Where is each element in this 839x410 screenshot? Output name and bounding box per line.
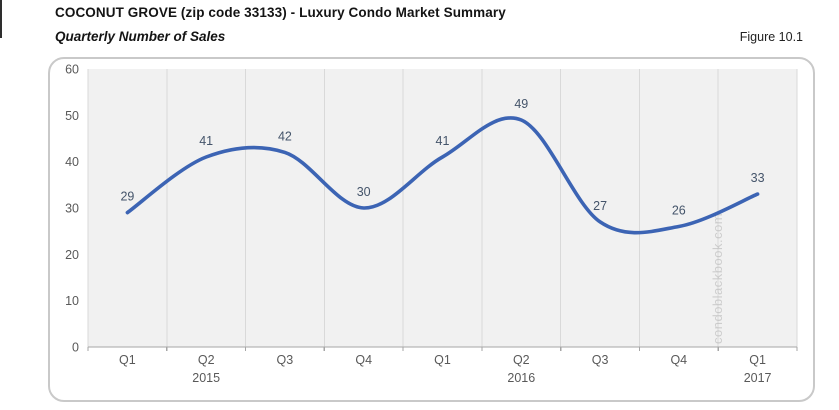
y-axis-label: 20 <box>65 248 79 262</box>
figure-number-label: Figure 10.1 <box>739 30 803 44</box>
subtitle-row: Quarterly Number of Sales Figure 10.1 <box>55 29 803 44</box>
x-axis-label: Q4 <box>355 353 372 367</box>
x-axis-label: Q3 <box>277 353 294 367</box>
data-label: 41 <box>199 134 213 148</box>
data-label: 27 <box>593 199 607 213</box>
chart-card: 0 10 20 30 40 50 60 Q1 Q2 Q3 Q4 Q1 Q2 Q3 Q4 Q1 2015 2016 2… <box>48 57 815 402</box>
window-edge-artifact <box>0 0 2 38</box>
year-label: 2016 <box>507 371 535 385</box>
y-axis-label: 60 <box>65 63 79 77</box>
x-axis-label: Q1 <box>749 353 766 367</box>
x-axis-label: Q1 <box>119 353 136 367</box>
data-label: 33 <box>751 171 765 185</box>
y-axis-label: 30 <box>65 202 79 216</box>
page-title: COCONUT GROVE (zip code 33133) - Luxury … <box>55 5 506 20</box>
y-axis-label: 10 <box>65 294 79 308</box>
x-axis-label: Q1 <box>434 353 451 367</box>
x-axis-label: Q3 <box>592 353 609 367</box>
plot-area <box>88 69 797 347</box>
x-axis-label: Q2 <box>198 353 215 367</box>
quarterly-sales-line-chart: 0 10 20 30 40 50 60 Q1 Q2 Q3 Q4 Q1 Q2 Q3 Q4 Q1 2015 2016 2… <box>65 63 798 385</box>
y-axis-label: 50 <box>65 109 79 123</box>
y-axis-label: 0 <box>72 341 79 355</box>
watermark-text: condoblackbook.com <box>710 213 725 344</box>
chart-subtitle: Quarterly Number of Sales <box>55 29 226 44</box>
y-axis-label: 40 <box>65 155 79 169</box>
sales-line <box>125 116 760 235</box>
year-label: 2015 <box>192 371 220 385</box>
x-axis-label: Q2 <box>513 353 530 367</box>
data-label: 30 <box>357 185 371 199</box>
data-label: 26 <box>672 204 686 218</box>
x-axis-label: Q4 <box>670 353 687 367</box>
year-label: 2017 <box>744 371 772 385</box>
data-label: 29 <box>120 190 134 204</box>
data-label: 41 <box>436 134 450 148</box>
data-label: 42 <box>278 129 292 143</box>
data-label: 49 <box>514 97 528 111</box>
